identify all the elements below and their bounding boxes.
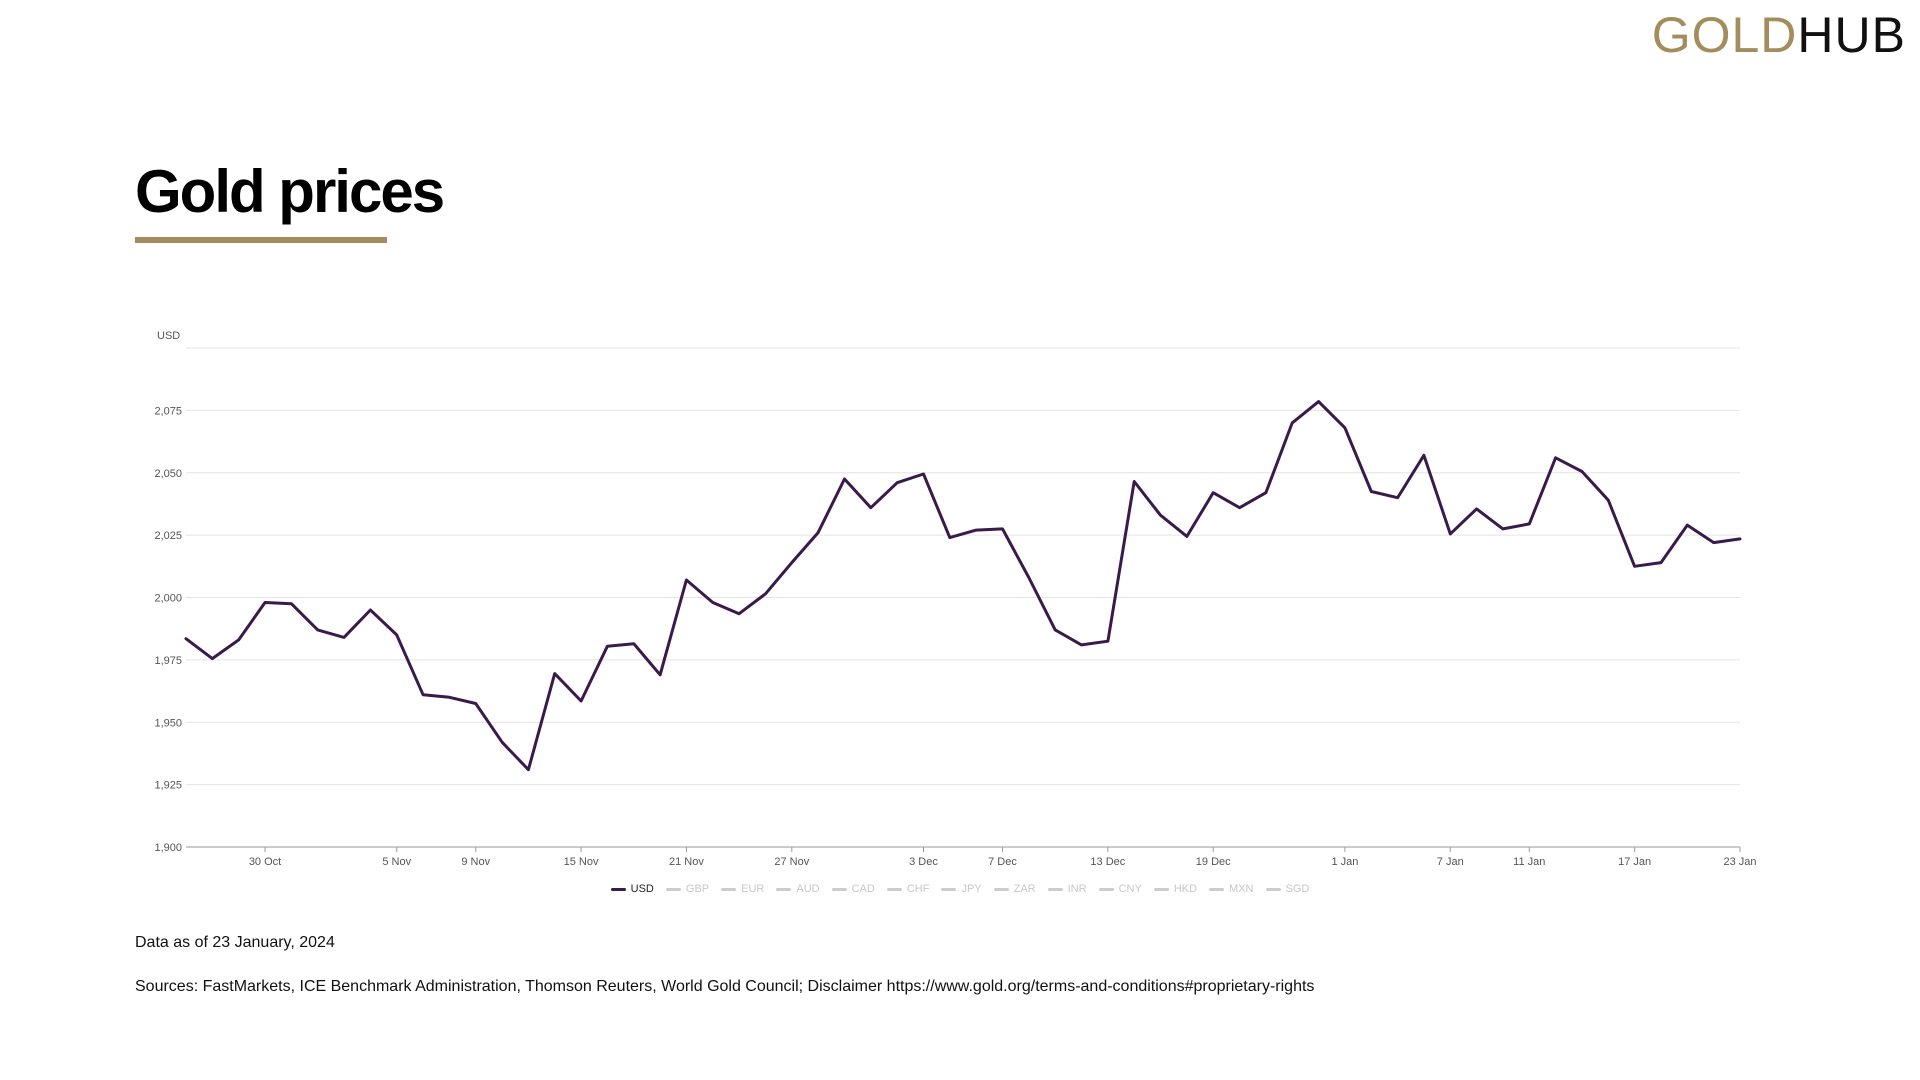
legend-item-inr[interactable]: INR — [1047, 883, 1087, 895]
goldhub-logo[interactable]: GOLDHUB — [1652, 6, 1906, 64]
legend-item-eur[interactable]: EUR — [721, 883, 764, 895]
legend-swatch — [1047, 887, 1063, 891]
y-tick-label: 2,075 — [154, 405, 182, 417]
x-tick-label: 19 Dec — [1196, 856, 1231, 868]
x-tick-label: 13 Dec — [1090, 856, 1125, 868]
legend-swatch — [1209, 887, 1225, 891]
logo-hub-text: HUB — [1797, 7, 1906, 63]
legend-swatch — [1265, 887, 1281, 891]
x-tick-label: 21 Nov — [669, 856, 704, 868]
x-tick-label: 9 Nov — [461, 856, 490, 868]
sources-note: Sources: FastMarkets, ICE Benchmark Admi… — [135, 978, 1315, 995]
series-line-usd[interactable] — [184, 400, 1742, 772]
legend-item-cad[interactable]: CAD — [831, 883, 875, 895]
legend-label: AUD — [796, 883, 820, 895]
legend-label: GBP — [685, 883, 710, 895]
legend-label: JPY — [961, 883, 982, 895]
legend-label: CAD — [851, 883, 875, 895]
legend-swatch — [886, 887, 902, 891]
page-title: Gold prices — [135, 158, 445, 225]
legend-item-usd[interactable]: USD — [610, 883, 654, 895]
legend-item-hkd[interactable]: HKD — [1153, 883, 1198, 895]
legend-item-gbp[interactable]: GBP — [665, 883, 710, 895]
legend-swatch — [1153, 887, 1169, 891]
chart-legend: USD GBP EUR AUD CAD CHF JPY ZAR INR CNY HKD MXN SGD — [0, 883, 1920, 895]
legend-item-cny[interactable]: CNY — [1098, 883, 1142, 895]
logo-gold-text: GOLD — [1651, 7, 1798, 63]
legend-label: USD — [630, 883, 654, 895]
x-tick-label: 30 Oct — [249, 856, 281, 868]
legend-item-jpy[interactable]: JPY — [941, 883, 982, 895]
legend-swatch — [993, 887, 1009, 891]
legend-swatch — [1098, 887, 1114, 891]
y-tick-label: 1,950 — [154, 717, 182, 729]
legend-item-chf[interactable]: CHF — [886, 883, 930, 895]
legend-label: MXN — [1229, 883, 1254, 895]
legend-item-sgd[interactable]: SGD — [1265, 883, 1310, 895]
legend-item-aud[interactable]: AUD — [776, 883, 820, 895]
legend-swatch — [721, 887, 737, 891]
x-tick-label: 15 Nov — [564, 856, 599, 868]
legend-swatch — [610, 887, 626, 891]
legend-label: HKD — [1173, 883, 1198, 895]
legend-label: INR — [1067, 883, 1087, 895]
x-tick-label: 11 Jan — [1513, 856, 1545, 868]
x-tick-label: 27 Nov — [774, 856, 809, 868]
x-tick-label: 17 Jan — [1618, 856, 1651, 868]
data-as-of-note: Data as of 23 January, 2024 — [135, 934, 335, 951]
y-tick-label: 2,050 — [154, 468, 182, 480]
legend-label: CHF — [906, 883, 930, 895]
y-tick-label: 1,900 — [154, 842, 182, 854]
legend-item-zar[interactable]: ZAR — [993, 883, 1036, 895]
y-tick-label: 1,925 — [154, 780, 182, 792]
title-underline — [135, 237, 387, 243]
x-tick-label: 3 Dec — [909, 856, 938, 868]
legend-item-mxn[interactable]: MXN — [1209, 883, 1254, 895]
legend-label: EUR — [741, 883, 765, 895]
y-tick-label: 2,000 — [154, 593, 182, 605]
legend-label: CNY — [1118, 883, 1142, 895]
legend-swatch — [831, 887, 847, 891]
x-tick-label: 1 Jan — [1331, 856, 1358, 868]
x-tick-label: 7 Jan — [1437, 856, 1464, 868]
legend-swatch — [941, 887, 957, 891]
legend-swatch — [776, 887, 792, 891]
legend-label: SGD — [1285, 883, 1310, 895]
x-tick-label: 23 Jan — [1723, 856, 1756, 868]
y-tick-label: 2,025 — [154, 530, 182, 542]
x-tick-label: 5 Nov — [382, 856, 411, 868]
y-axis-unit-label: USD — [157, 330, 180, 342]
legend-label: ZAR — [1013, 883, 1036, 895]
x-tick-label: 7 Dec — [988, 856, 1017, 868]
legend-swatch — [665, 887, 681, 891]
y-tick-label: 1,975 — [154, 655, 182, 667]
